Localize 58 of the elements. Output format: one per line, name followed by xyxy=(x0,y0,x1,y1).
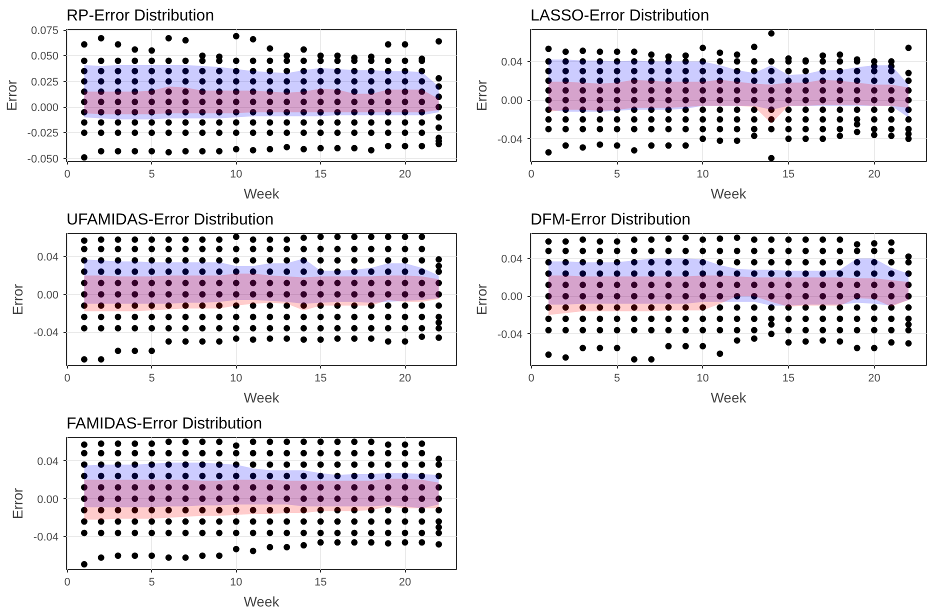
x-tick-label: 20 xyxy=(868,168,880,180)
x-tick-label: 10 xyxy=(696,372,709,384)
x-tick-label: 20 xyxy=(398,168,412,180)
x-tick-label: 10 xyxy=(230,576,242,588)
x-axis-title: Week xyxy=(244,390,280,406)
x-tick-label: 15 xyxy=(782,168,795,180)
y-axis-title: Error xyxy=(9,488,26,520)
y-axis-title: Error xyxy=(473,284,490,316)
x-axis-title: Week xyxy=(244,594,280,610)
chart-title: FAMIDAS-Error Distribution xyxy=(66,416,262,432)
x-tick-label: 0 xyxy=(64,576,70,588)
x-tick-label: 0 xyxy=(528,168,534,180)
x-tick-label: 0 xyxy=(64,168,70,180)
y-axis-title: Error xyxy=(3,80,20,112)
x-axis-title: Week xyxy=(710,186,748,202)
y-tick-label: 0.050 xyxy=(30,50,59,63)
y-tick-label: 0.000 xyxy=(30,102,59,114)
x-tick-label: 10 xyxy=(230,372,242,384)
x-tick-label: 20 xyxy=(398,372,412,384)
y-tick-label: -0.025 xyxy=(27,128,59,140)
y-tick-label: 0.00 xyxy=(501,95,523,108)
x-tick-label: 5 xyxy=(148,168,155,180)
y-tick-label: -0.04 xyxy=(497,328,523,341)
x-tick-label: 15 xyxy=(314,372,327,384)
y-tick-label: -0.04 xyxy=(33,327,59,340)
y-tick-label: -0.04 xyxy=(33,532,59,544)
y-axis-title: Error xyxy=(9,284,26,316)
x-axis-title: Week xyxy=(710,390,748,406)
chart-title: LASSO-Error Distribution xyxy=(530,8,710,24)
y-tick-label: -0.050 xyxy=(27,153,59,166)
y-tick-label: 0.025 xyxy=(30,76,59,88)
y-axis-title: Error xyxy=(473,80,490,112)
x-tick-label: 5 xyxy=(148,576,155,588)
y-tick-label: 0.04 xyxy=(37,252,59,264)
y-tick-label: 0.00 xyxy=(37,494,59,506)
x-tick-label: 5 xyxy=(148,372,155,384)
x-tick-label: 20 xyxy=(868,372,880,384)
chart-title: RP-Error Distribution xyxy=(66,8,214,24)
y-tick-label: 0.00 xyxy=(501,291,523,304)
x-tick-label: 15 xyxy=(782,372,795,384)
x-tick-label: 5 xyxy=(614,168,620,180)
chart-title: DFM-Error Distribution xyxy=(530,212,691,228)
chart-title: UFAMIDAS-Error Distribution xyxy=(66,212,274,228)
x-tick-label: 15 xyxy=(314,576,327,588)
x-tick-label: 10 xyxy=(696,168,709,180)
x-tick-label: 5 xyxy=(614,372,620,384)
y-tick-label: 0.075 xyxy=(30,25,59,38)
x-axis-title: Week xyxy=(244,186,280,202)
x-tick-label: 10 xyxy=(230,168,242,180)
y-tick-label: 0.04 xyxy=(501,56,523,68)
y-tick-label: 0.04 xyxy=(37,456,59,468)
x-tick-label: 20 xyxy=(398,576,412,588)
x-tick-label: 0 xyxy=(528,372,534,384)
x-tick-label: 15 xyxy=(314,168,327,180)
x-tick-label: 0 xyxy=(64,372,70,384)
y-tick-label: -0.04 xyxy=(497,134,523,146)
y-tick-label: 0.04 xyxy=(501,253,523,266)
y-tick-label: 0.00 xyxy=(37,289,59,302)
